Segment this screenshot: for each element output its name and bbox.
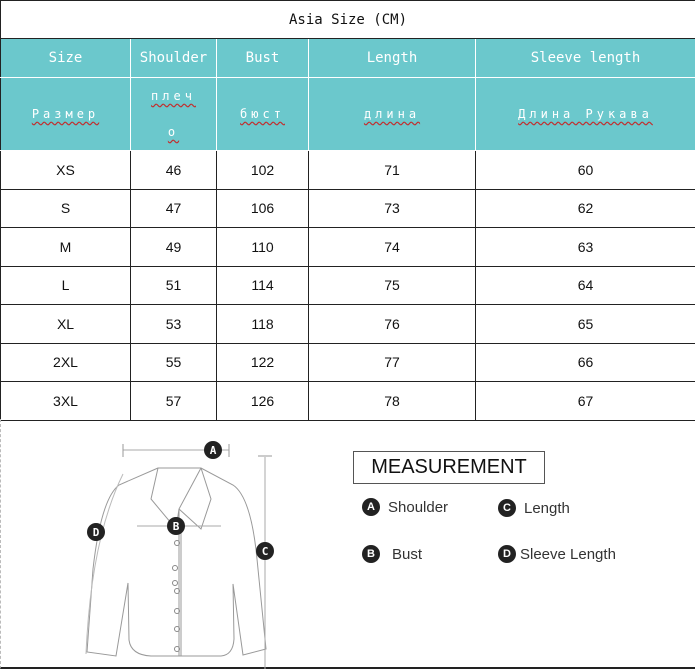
table-cell: 3XL [0, 381, 131, 421]
table-cell: 118 [216, 304, 309, 344]
table-cell: 62 [474, 188, 695, 228]
header-sleeve-length: Sleeve length [474, 38, 695, 78]
legend-label: Bust [392, 545, 423, 563]
table-cell: 47 [130, 188, 217, 228]
table-cell: XL [0, 304, 131, 344]
table-cell: 53 [130, 304, 217, 344]
size-chart-table: Asia Size (CM) Size Shoulder Bust Length… [0, 0, 695, 421]
letter-d-icon: D [498, 545, 516, 563]
table-cell: 2XL [0, 342, 131, 382]
legend-shoulder: A Shoulder [362, 498, 448, 516]
header-ru-sleeve-length: Длина Рукава [474, 77, 695, 151]
table-cell: 126 [216, 381, 309, 421]
legend-label: Shoulder [388, 498, 449, 516]
header-ru-shoulder: плеч о [130, 77, 217, 151]
table-cell: 110 [216, 227, 309, 267]
table-cell: 76 [308, 304, 476, 344]
table-cell: 106 [216, 188, 309, 228]
table-row: L 51 114 75 64 [0, 265, 695, 305]
table-cell: 71 [308, 150, 476, 190]
table-row: S 47 106 73 62 [0, 188, 695, 228]
legend-length: C Length [498, 499, 570, 517]
measurement-title: MEASUREMENT [353, 451, 545, 484]
table-row: 3XL 57 126 78 67 [0, 381, 695, 421]
legend-label: Sleeve Length [520, 545, 616, 563]
table-cell: 65 [474, 304, 695, 344]
table-cell: 66 [474, 342, 695, 382]
table-cell: 74 [308, 227, 476, 267]
table-cell: L [0, 265, 131, 305]
letter-a-icon: A [362, 498, 380, 516]
legend-sleeve-length: D Sleeve Length [498, 545, 616, 563]
table-cell: 122 [216, 342, 309, 382]
table-cell: 64 [474, 265, 695, 305]
table-cell: 46 [130, 150, 217, 190]
table-row: M 49 110 74 63 [0, 227, 695, 267]
header-length: Length [308, 38, 476, 78]
table-cell: M [0, 227, 131, 267]
table-cell: 67 [474, 381, 695, 421]
table-row: XL 53 118 76 65 [0, 304, 695, 344]
diagram-letter-c: C [256, 542, 274, 560]
table-cell: 114 [216, 265, 309, 305]
table-cell: 63 [474, 227, 695, 267]
table-cell: 57 [130, 381, 217, 421]
table-row: XS 46 102 71 60 [0, 150, 695, 190]
diagram-letter-a: A [204, 441, 222, 459]
table-cell: 73 [308, 188, 476, 228]
table-cell: 60 [474, 150, 695, 190]
table-cell: 49 [130, 227, 217, 267]
diagram-letter-b: B [167, 517, 185, 535]
legend-label: Length [524, 499, 570, 517]
table-cell: XS [0, 150, 131, 190]
header-bust: Bust [216, 38, 309, 78]
table-cell: 51 [130, 265, 217, 305]
table-cell: 75 [308, 265, 476, 305]
table-title: Asia Size (CM) [0, 0, 695, 39]
measurement-section: A B C D [0, 419, 695, 669]
table-cell: 102 [216, 150, 309, 190]
table-cell: 55 [130, 342, 217, 382]
table-cell: S [0, 188, 131, 228]
header-ru-size: Размер [0, 77, 131, 151]
header-shoulder: Shoulder [130, 38, 217, 78]
table-cell: 78 [308, 381, 476, 421]
letter-b-icon: B [362, 545, 380, 563]
header-ru-bust: бюст [216, 77, 309, 151]
letter-c-icon: C [498, 499, 516, 517]
header-ru-length: длина [308, 77, 476, 151]
legend-bust: B Bust [362, 545, 422, 563]
diagram-letter-d: D [87, 523, 105, 541]
table-cell: 77 [308, 342, 476, 382]
header-size: Size [0, 38, 131, 78]
table-row: 2XL 55 122 77 66 [0, 342, 695, 382]
